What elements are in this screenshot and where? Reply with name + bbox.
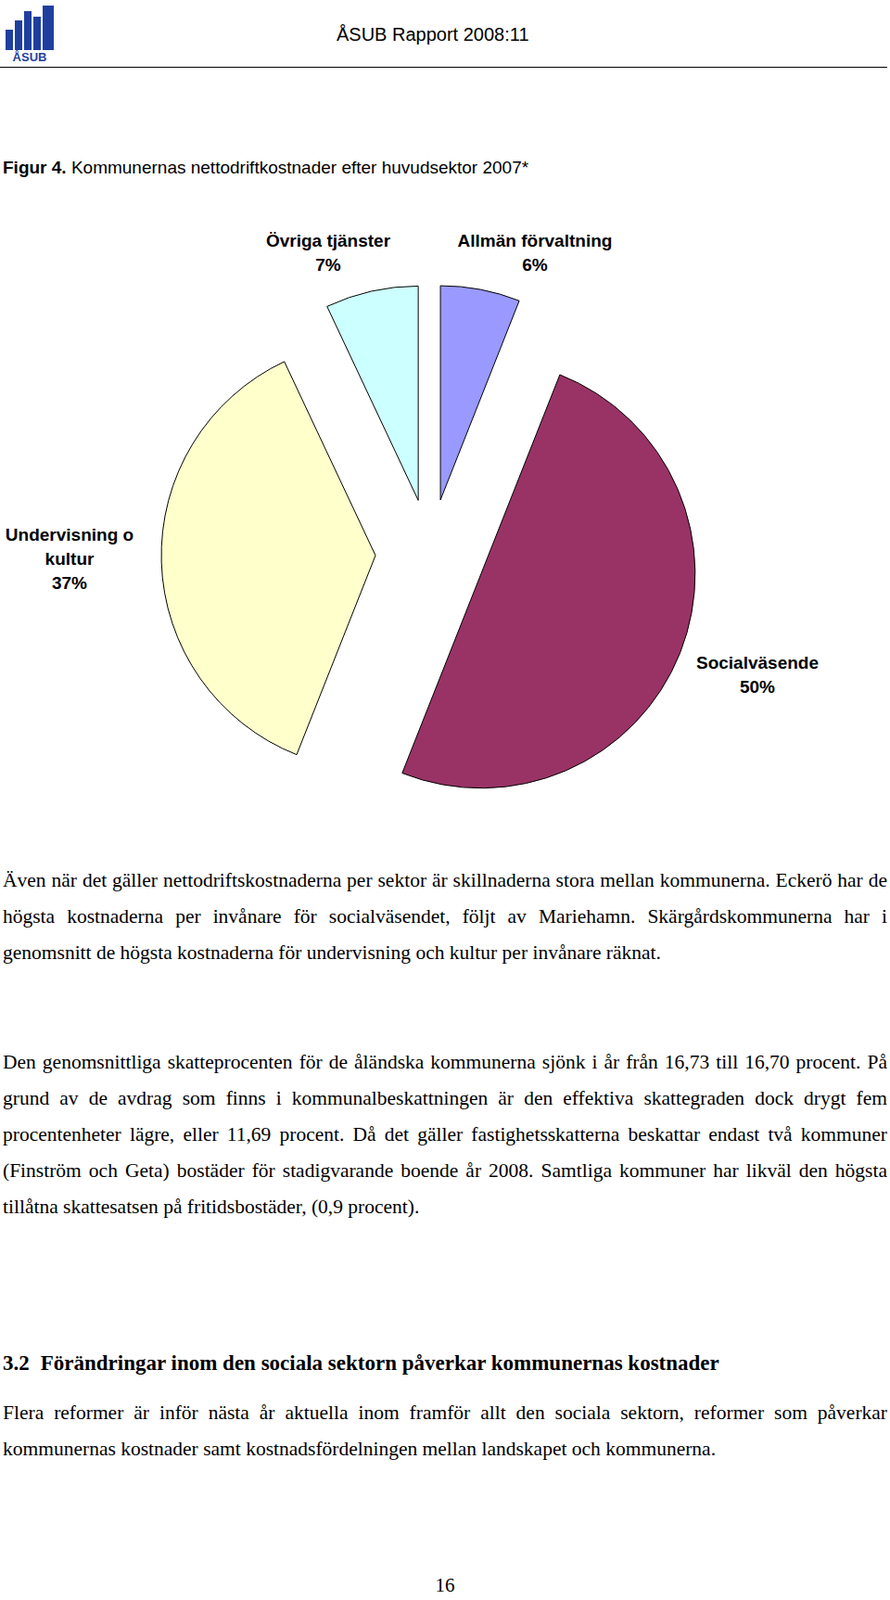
slice-value: 7% xyxy=(207,253,449,278)
slice-label: Undervisning o kultur37% xyxy=(0,522,144,596)
slice-value: 50% xyxy=(636,674,878,700)
pie-slice xyxy=(440,285,520,500)
slice-name: Undervisning o kultur xyxy=(0,522,144,572)
slice-name: Allmän förvaltning xyxy=(414,228,656,254)
slice-name: Övriga tjänster xyxy=(207,228,449,254)
pie-slice xyxy=(161,361,376,755)
header-rule xyxy=(0,66,888,68)
pie-slices xyxy=(161,285,696,789)
chart-title: Kommunernas nettodriftkostnader efter hu… xyxy=(71,157,529,178)
paragraph: Den genomsnittliga skatteprocenten för d… xyxy=(2,1043,888,1225)
logo-bar xyxy=(5,29,13,51)
paragraph: Även när det gäller nettodriftskostnader… xyxy=(2,862,888,971)
figure-label: Figur 4. xyxy=(2,157,67,178)
slice-label: Socialväsende50% xyxy=(636,650,878,700)
slice-value: 6% xyxy=(414,253,656,278)
logo-text: ÅSUB xyxy=(12,50,48,64)
logo-bar xyxy=(33,16,41,51)
pie-slice xyxy=(327,285,419,500)
paragraph: Flera reformer är inför nästa år aktuell… xyxy=(2,1394,888,1467)
logo-bar xyxy=(42,5,54,51)
logo: ÅSUB xyxy=(1,1,60,65)
logo-bar xyxy=(14,20,23,51)
pie-slice xyxy=(402,374,696,789)
section-title: Förändringar inom den sociala sektorn på… xyxy=(40,1350,720,1374)
logo-bar xyxy=(24,11,32,51)
page-number: 16 xyxy=(398,1573,492,1597)
slice-value: 37% xyxy=(0,571,144,596)
slice-label: Allmän förvaltning6% xyxy=(414,228,656,278)
header-title: ÅSUB Rapport 2008:11 xyxy=(336,24,530,46)
slice-label: Övriga tjänster7% xyxy=(207,228,449,278)
section-heading: 3.2 Förändringar inom den sociala sektorn… xyxy=(2,1350,720,1375)
section-number: 3.2 xyxy=(2,1350,30,1374)
pie-chart xyxy=(0,0,890,835)
slice-name: Socialväsende xyxy=(636,650,878,675)
figure-caption: Figur 4. Kommunernas nettodriftkostnader… xyxy=(2,157,529,178)
